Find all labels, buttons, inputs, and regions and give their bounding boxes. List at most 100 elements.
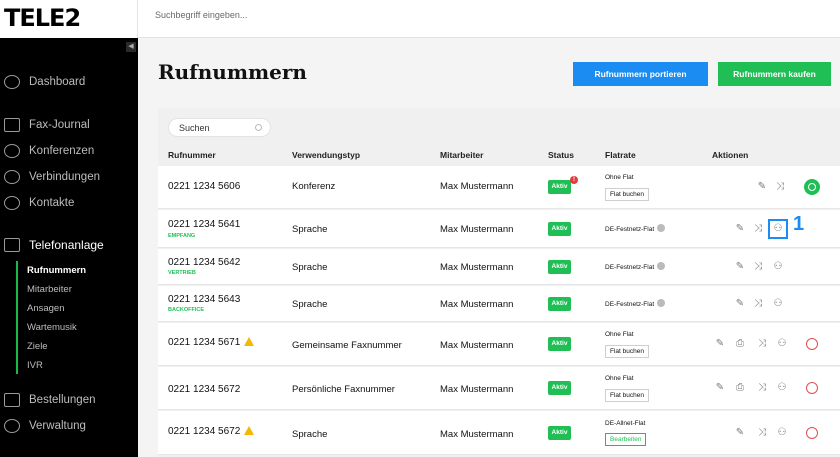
sidebar-item-fax-journal[interactable]: Fax-Journal	[4, 118, 90, 132]
row-number: 0221 1234 5642	[168, 257, 241, 268]
warning-icon[interactable]	[244, 337, 255, 346]
sidebar-item-verbindungen[interactable]: Verbindungen	[4, 170, 100, 184]
table-row[interactable]: 0221 1234 5672 Persönliche Faxnummer Max…	[158, 367, 840, 410]
collapse-sidebar-icon[interactable]: ◀	[126, 42, 136, 52]
logo-area: TELE2	[0, 0, 138, 38]
row-number-with-warning: 0221 1234 5672	[168, 426, 255, 437]
table-row[interactable]: 0221 1234 5671 Gemeinsame Faxnummer Max …	[158, 323, 840, 366]
sidebar-subitem-ivr[interactable]: IVR	[27, 360, 43, 371]
forward-icon[interactable]: ⤨	[754, 298, 762, 309]
forward-icon[interactable]: ⤨	[754, 261, 762, 272]
row-number: 0221 1234 5643	[168, 294, 241, 305]
flatrate-text: DE-Festnetz-Flat	[605, 226, 655, 233]
user-icon[interactable]: ⚇	[773, 223, 783, 234]
power-off-icon[interactable]	[806, 427, 818, 439]
user-icon[interactable]: ⚇	[777, 427, 787, 438]
port-numbers-button[interactable]: Rufnummern portieren	[573, 62, 708, 86]
flatrate-text: DE-Festnetz-Flat	[605, 301, 655, 308]
book-flat-button[interactable]: Flat buchen	[605, 345, 649, 358]
row-number: 0221 1234 5606	[168, 181, 241, 192]
flatrate-label: Ohne Flat	[605, 375, 634, 382]
edit-icon[interactable]: ✎	[735, 261, 745, 272]
sidebar-item-konferenzen[interactable]: Konferenzen	[4, 144, 94, 158]
status-badge: Aktiv	[548, 260, 571, 274]
callout-number: 1	[793, 213, 805, 235]
table-row[interactable]: 0221 1234 5672 Sprache Max Mustermann Ak…	[158, 411, 840, 455]
edit-icon[interactable]: ✎	[757, 181, 767, 192]
header-verwendungstyp[interactable]: Verwendungstyp	[292, 150, 361, 160]
info-icon[interactable]	[657, 224, 666, 232]
row-employee: Max Mustermann	[440, 224, 514, 235]
user-icon[interactable]: ⚇	[777, 382, 787, 393]
forward-icon[interactable]: ⤨	[758, 338, 766, 349]
status-badge: Aktiv	[548, 180, 571, 194]
power-off-icon[interactable]	[806, 382, 818, 394]
sidebar-item-telefonanlage[interactable]: Telefonanlage	[4, 238, 104, 252]
header-mitarbeiter[interactable]: Mitarbeiter	[440, 150, 484, 160]
row-type: Sprache	[292, 224, 328, 235]
fax-icon[interactable]: ⎙	[736, 338, 744, 349]
buy-numbers-button[interactable]: Rufnummern kaufen	[718, 62, 831, 86]
edit-icon[interactable]: ✎	[715, 382, 725, 393]
phone-system-icon	[4, 238, 20, 252]
user-icon[interactable]: ⚇	[773, 261, 783, 272]
table-row[interactable]: 0221 1234 5606 Konferenz Max Mustermann …	[158, 166, 840, 209]
fax-icon	[4, 118, 20, 132]
search-icon	[255, 124, 262, 131]
sidebar-item-label: Fax-Journal	[29, 119, 90, 131]
header-status[interactable]: Status	[548, 150, 574, 160]
forward-icon[interactable]: ⤨	[758, 427, 766, 438]
forward-icon[interactable]: ⤨	[776, 181, 784, 192]
info-icon[interactable]	[657, 262, 666, 270]
header-aktionen: Aktionen	[712, 150, 749, 160]
book-flat-button[interactable]: Flat buchen	[605, 389, 649, 402]
edit-icon[interactable]: ✎	[735, 427, 745, 438]
row-number: 0221 1234 5641	[168, 219, 241, 230]
global-search-input[interactable]	[155, 10, 455, 20]
sidebar-subitem-wartemusik[interactable]: Wartemusik	[27, 322, 77, 333]
table-row[interactable]: 0221 1234 5641 EMPFANG Sprache Max Muste…	[158, 210, 840, 248]
table-row[interactable]: 0221 1234 5643 BACKOFFICE Sprache Max Mu…	[158, 286, 840, 322]
alert-icon[interactable]: !	[570, 176, 578, 184]
book-flat-button[interactable]: Flat buchen	[605, 188, 649, 201]
row-employee: Max Mustermann	[440, 340, 514, 351]
forward-icon[interactable]: ⤨	[758, 382, 766, 393]
power-on-icon[interactable]	[804, 179, 820, 195]
power-off-icon[interactable]	[806, 338, 818, 350]
status-badge: Aktiv	[548, 297, 571, 311]
cart-icon	[4, 393, 20, 407]
flatrate-label: DE-Festnetz-Flat	[605, 299, 666, 308]
sidebar-item-bestellungen[interactable]: Bestellungen	[4, 393, 96, 407]
sidebar-subitem-ziele[interactable]: Ziele	[27, 341, 48, 352]
sidebar-item-label: Konferenzen	[29, 145, 95, 157]
sidebar-item-label: Bestellungen	[29, 394, 96, 406]
row-number: 0221 1234 5672	[168, 426, 241, 437]
edit-icon[interactable]: ✎	[735, 223, 745, 234]
sidebar-item-kontakte[interactable]: Kontakte	[4, 196, 74, 210]
warning-icon[interactable]	[244, 426, 255, 435]
sidebar-subitem-mitarbeiter[interactable]: Mitarbeiter	[27, 284, 72, 295]
table-row[interactable]: 0221 1234 5642 VERTRIEB Sprache Max Must…	[158, 249, 840, 285]
fax-icon[interactable]: ⎙	[736, 382, 744, 393]
sidebar-subitem-rufnummern[interactable]: Rufnummern	[27, 265, 87, 276]
admin-icon	[4, 419, 20, 433]
forward-icon[interactable]: ⤨	[754, 223, 762, 234]
header-flatrate[interactable]: Flatrate	[605, 150, 636, 160]
conference-icon	[4, 144, 20, 158]
table-search-input[interactable]: Suchen	[168, 118, 271, 137]
sidebar-item-dashboard[interactable]: Dashboard	[4, 75, 85, 89]
sidebar-item-verwaltung[interactable]: Verwaltung	[4, 419, 86, 433]
tele2-logo: TELE2	[4, 4, 81, 32]
user-icon[interactable]: ⚇	[773, 298, 783, 309]
user-icon[interactable]: ⚇	[777, 338, 787, 349]
edit-flat-button[interactable]: Bearbeiten	[605, 433, 647, 446]
edit-icon[interactable]: ✎	[735, 298, 745, 309]
status-badge: Aktiv	[548, 222, 571, 236]
edit-icon[interactable]: ✎	[715, 338, 725, 349]
info-icon[interactable]	[657, 299, 666, 307]
sidebar-item-label: Verbindungen	[29, 171, 100, 183]
row-employee: Max Mustermann	[440, 384, 514, 395]
header-rufnummer[interactable]: Rufnummer	[168, 150, 216, 160]
sidebar-subitem-ansagen[interactable]: Ansagen	[27, 303, 65, 314]
row-employee: Max Mustermann	[440, 262, 514, 273]
